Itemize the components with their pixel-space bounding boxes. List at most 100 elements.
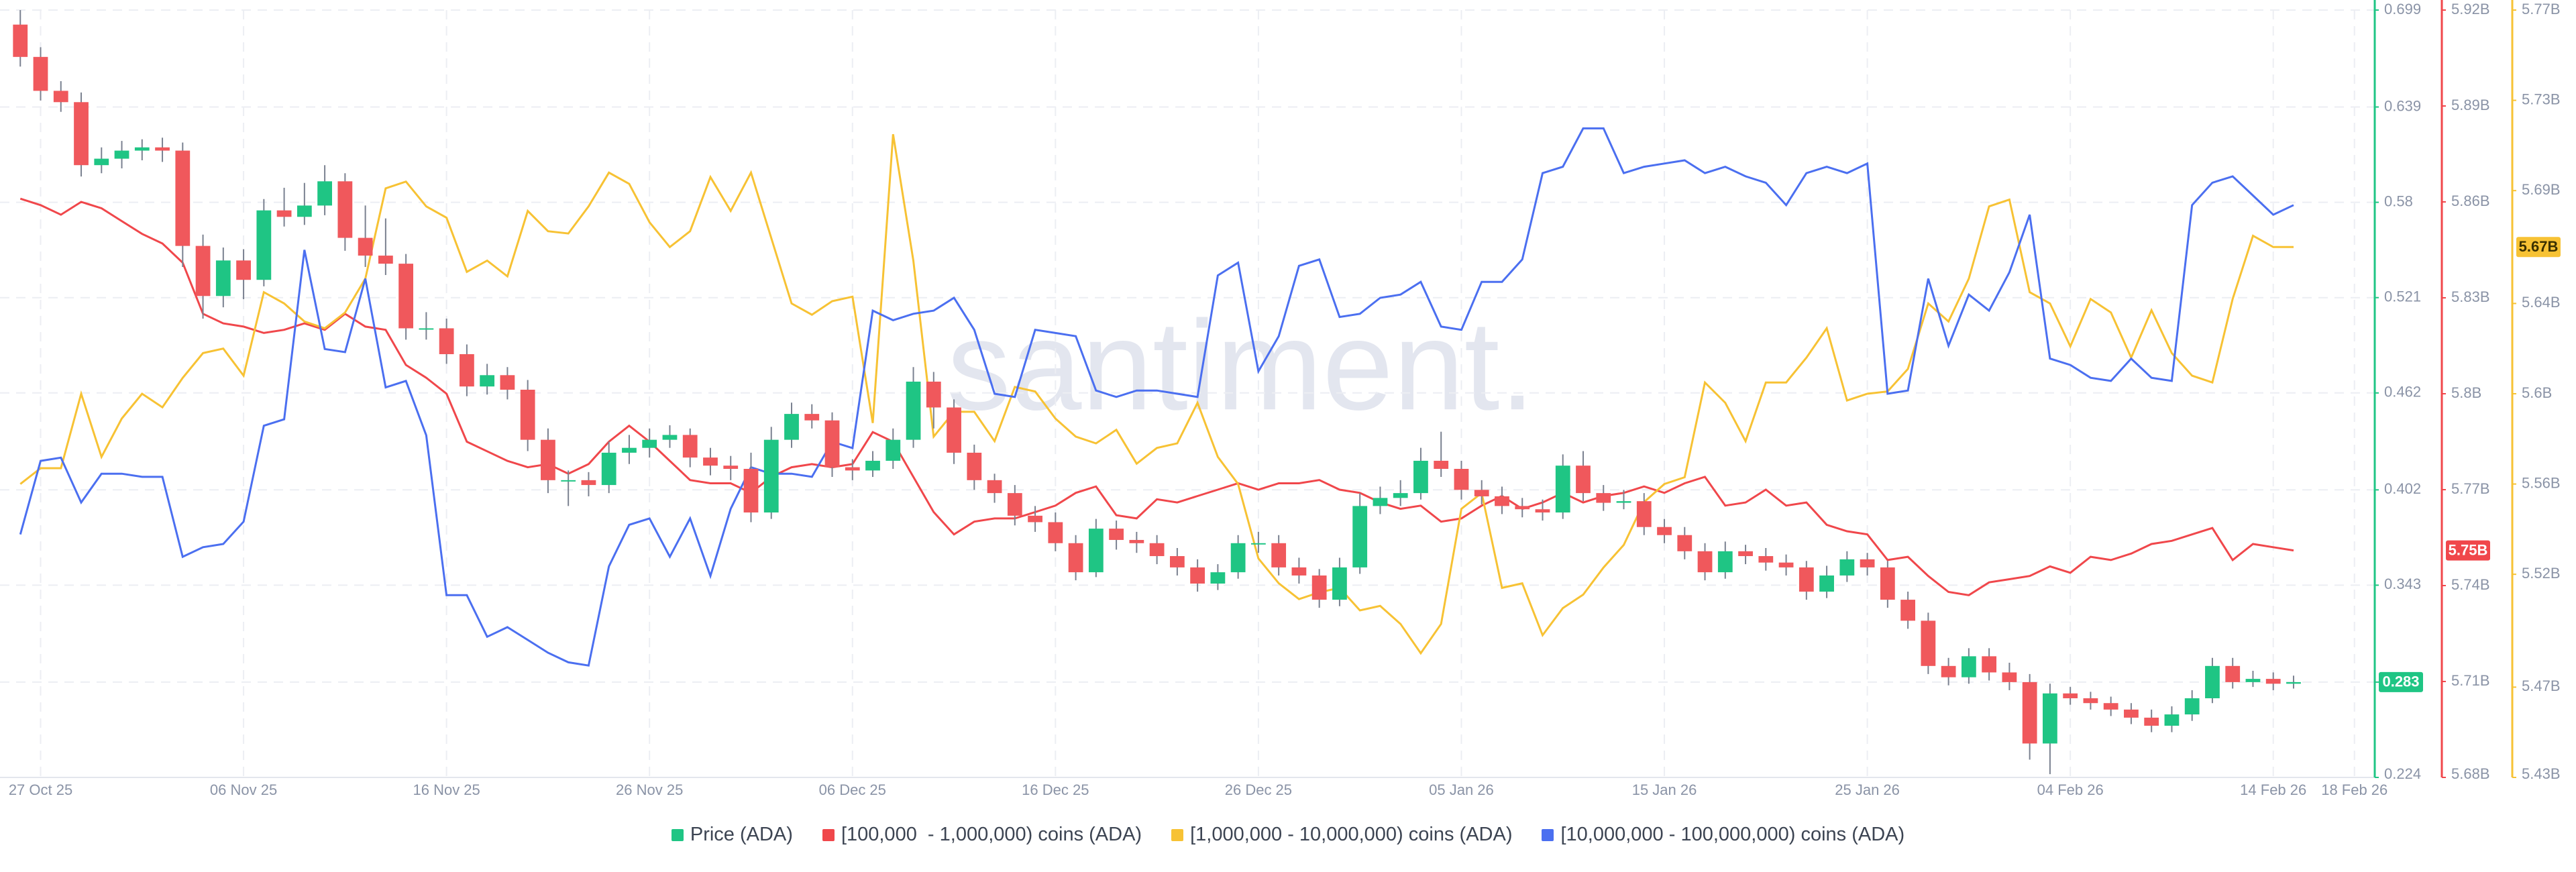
candle-body [1271,543,1287,567]
candle-body [1717,551,1733,573]
candle-body [1880,567,1895,600]
candle-body [2144,717,2159,726]
y-tick-label: 5.83B [2451,288,2490,305]
candle-body [1190,567,1205,584]
candle-body [1515,506,1530,510]
candle-body [1657,527,1672,535]
candle-body [703,457,718,466]
candle-body [845,467,860,471]
legend-swatch [822,829,835,841]
y-tick-label: 5.74B [2451,576,2490,593]
y-tick-label: 5.6B [2522,384,2552,401]
candle-body [2043,693,2057,744]
candle-body [1413,460,1428,494]
y-tick-label: 0.224 [2384,765,2421,782]
legend-label: [100,000 - 1,000,000) coins (ADA) [841,824,1142,845]
badge-label: 5.67B [2519,238,2559,255]
legend-swatch [1171,829,1184,841]
candle-body [1961,656,1976,677]
candle-body [1495,496,1509,506]
candle-body [1636,501,1652,527]
x-tick-label: 16 Dec 25 [1022,781,1089,798]
candle-body [378,256,393,264]
candle-body [1230,543,1246,573]
candle-body [1576,466,1591,494]
candle-body [824,420,840,468]
candle-body [2164,714,2180,726]
legend-item[interactable]: Price (ADA) [671,824,793,846]
candle-body [1738,551,1753,557]
candle-body [215,260,231,296]
candle-body [317,181,332,206]
y-tick-label: 5.89B [2451,97,2490,113]
candle-body [743,468,759,513]
candle-body [1373,498,1388,506]
candle-body [642,439,657,448]
candle-body [337,181,353,238]
legend-item[interactable]: [10,000,000 - 100,000,000) coins (ADA) [1542,824,1904,846]
y-tick-label: 5.56B [2522,474,2561,491]
y-tick-label: 0.58 [2384,193,2413,209]
y-tick-label: 5.64B [2522,294,2561,311]
candle-body [987,480,1002,494]
candle-body [114,150,129,159]
candle-body [1697,551,1713,573]
y-tick-label: 0.462 [2384,384,2421,400]
candle-body [804,414,820,421]
candle-body [1596,493,1611,503]
y-tick-label: 0.521 [2384,288,2421,305]
candle-body [94,158,109,166]
candle-body [1393,493,1408,498]
x-tick-label: 27 Oct 25 [9,781,72,798]
candle-body [480,375,495,387]
candle-body [500,375,515,390]
badge-label: 0.283 [2382,673,2419,690]
x-tick-label: 06 Nov 25 [210,781,277,798]
candle-body [439,328,454,354]
candle-body [1007,493,1022,516]
candle-body [1169,556,1185,567]
candle-body [276,210,292,217]
candle-body [460,353,474,387]
candle-body [865,460,880,471]
candle-body [13,24,28,57]
legend-label: [1,000,000 - 10,000,000) coins (ADA) [1190,824,1513,845]
legend-item[interactable]: [100,000 - 1,000,000) coins (ADA) [822,824,1142,846]
candle-body [2083,698,2098,704]
candle-body [926,381,941,408]
y-tick-label: 0.402 [2384,480,2421,497]
y-tick-label: 5.77B [2451,480,2490,497]
x-tick-label: 16 Nov 25 [413,781,480,798]
badge-bg [2446,540,2490,561]
candle-body [2225,665,2241,682]
candle-body [1778,562,1794,567]
candle-body [1799,567,1814,592]
candle-body [1048,522,1063,543]
x-tick-label: 18 Feb 26 [2321,781,2387,798]
y-tick-label: 0.343 [2384,576,2421,592]
candle-body [419,328,434,330]
y-tick-label: 5.8B [2451,384,2481,401]
x-tick-label: 26 Nov 25 [616,781,683,798]
x-tick-label: 05 Jan 26 [1429,781,1494,798]
y-tick-label: 5.71B [2451,672,2490,689]
legend-item[interactable]: [1,000,000 - 10,000,000) coins (ADA) [1171,824,1512,846]
badge-label: 5.75B [2449,541,2488,558]
candle-body [1860,559,1875,567]
y-tick-label: 5.52B [2522,565,2561,582]
candle-body [1068,543,1083,573]
candle-body [885,439,901,461]
chart: santiment. 27 Oct 25 06 Nov 25 16 Nov 25 26… [0,0,2561,798]
y-tick-label: 5.69B [2522,181,2561,198]
y-tick-label: 5.77B [2522,1,2561,17]
candle-body [1251,543,1266,545]
candle-body [1758,556,1774,563]
candle-body [1819,575,1834,592]
candle-body [581,480,596,486]
candle-body [682,435,698,458]
candle-body [195,246,211,296]
legend: Price (ADA) [100,000 - 1,000,000) coins (… [0,824,2576,846]
x-tick-label: 14 Feb 26 [2240,781,2306,798]
candle-body [2103,703,2118,710]
